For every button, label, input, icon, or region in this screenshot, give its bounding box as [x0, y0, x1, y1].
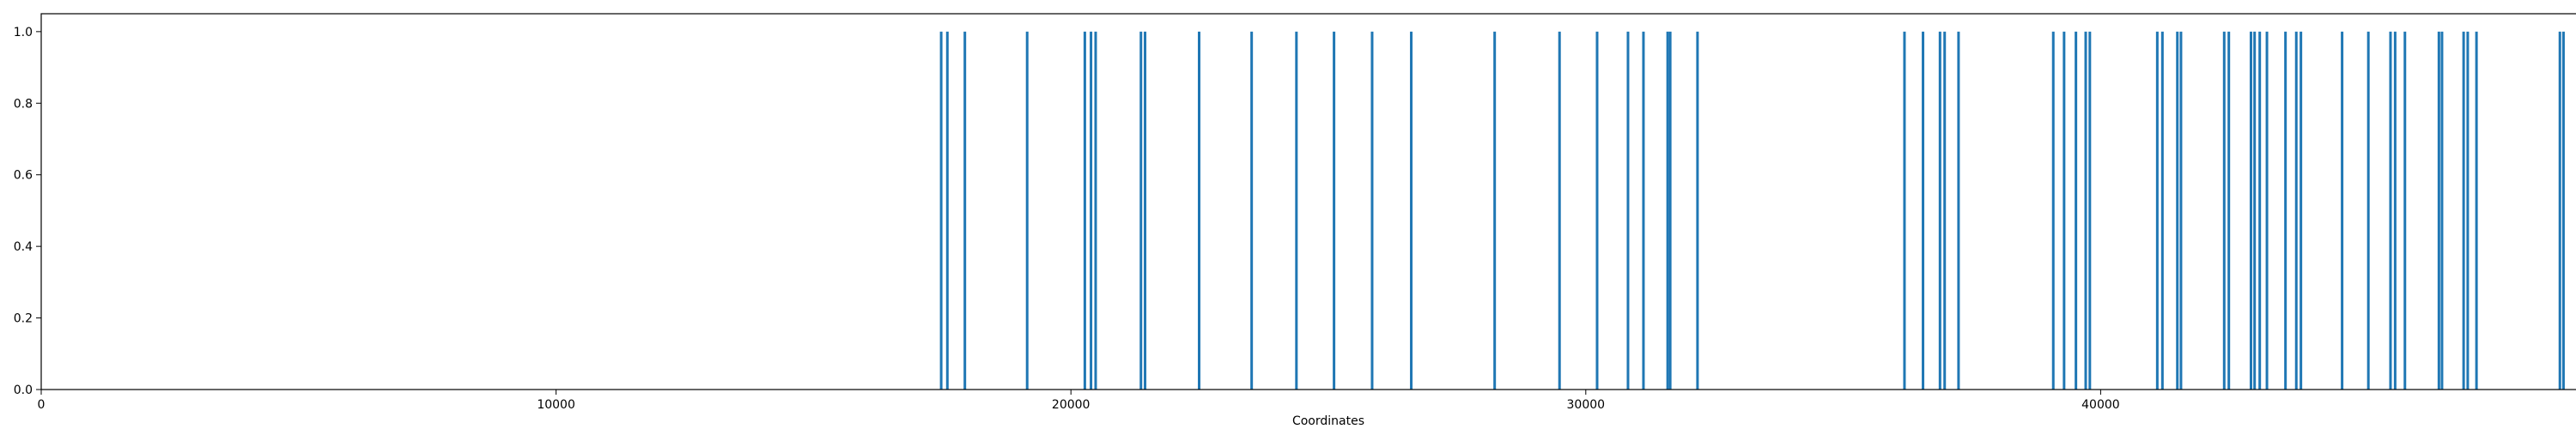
x-axis-label: Coordinates [1292, 414, 1364, 428]
bar [1696, 31, 1699, 390]
bar [1090, 31, 1093, 390]
bar [2253, 31, 2257, 390]
bar [1957, 31, 1960, 390]
x-tick-label: 30000 [1567, 398, 1606, 412]
bar [1938, 31, 1941, 390]
bar [2462, 31, 2465, 390]
bar [2440, 31, 2444, 390]
bar [1493, 31, 1497, 390]
bar [2249, 31, 2252, 390]
bar [2294, 31, 2298, 390]
bar [2366, 31, 2370, 390]
bar [1198, 31, 1200, 390]
bar [1595, 31, 1599, 390]
bar [1333, 31, 1336, 390]
bar [1094, 31, 1097, 390]
bar [1642, 31, 1645, 390]
bar [2084, 31, 2087, 390]
x-axis-ticks: 01000020000300004000050000 [38, 390, 2120, 412]
bar [2389, 31, 2392, 390]
bar [1025, 31, 1029, 390]
bar [945, 31, 949, 390]
bar [2300, 31, 2303, 390]
bar [2265, 31, 2269, 390]
y-tick-label: 0.6 [14, 169, 33, 183]
x-tick-label: 40000 [2081, 398, 2120, 412]
bar [1295, 31, 1298, 390]
bar [2561, 31, 2565, 390]
bar [1410, 31, 1413, 390]
bar [2475, 31, 2478, 390]
bar [1666, 31, 1669, 390]
x-tick-label: 10000 [537, 398, 575, 412]
bars-group [939, 31, 2565, 390]
bar [2088, 31, 2092, 390]
bar [1922, 31, 1925, 390]
bar [2437, 31, 2440, 390]
bar [1144, 31, 1147, 390]
bar [963, 31, 967, 390]
bar [2155, 31, 2159, 390]
bar [2258, 31, 2262, 390]
bar [2558, 31, 2561, 390]
bar [1903, 31, 1906, 390]
bar [2075, 31, 2078, 390]
bar [2466, 31, 2470, 390]
x-tick-label: 0 [38, 398, 46, 412]
y-axis-ticks: 0.0 0.2 0.4 0.6 0.8 1.0 [14, 26, 41, 397]
bar [939, 31, 943, 390]
bar [1370, 31, 1374, 390]
bar [1250, 31, 1254, 390]
x-tick-label: 20000 [1052, 398, 1091, 412]
bar [2179, 31, 2183, 390]
bar [1083, 31, 1086, 390]
bar [2160, 31, 2164, 390]
y-tick-label: 1.0 [14, 26, 33, 39]
bar [2176, 31, 2179, 390]
bar [1558, 31, 1561, 390]
bar [2403, 31, 2407, 390]
y-tick-label: 0.8 [14, 97, 33, 111]
bar [2051, 31, 2055, 390]
bar [2222, 31, 2226, 390]
bar [2341, 31, 2344, 390]
bar [1626, 31, 1630, 390]
bar [1668, 31, 1672, 390]
bar [2284, 31, 2287, 390]
bar [1139, 31, 1143, 390]
plot-frame [40, 13, 2576, 390]
bar [2393, 31, 2397, 390]
y-tick-label: 0.4 [14, 240, 33, 254]
y-tick-label: 0.2 [14, 312, 33, 326]
y-tick-label: 0.0 [14, 384, 33, 397]
bar [1943, 31, 1947, 390]
bar [2063, 31, 2066, 390]
bar [2227, 31, 2231, 390]
